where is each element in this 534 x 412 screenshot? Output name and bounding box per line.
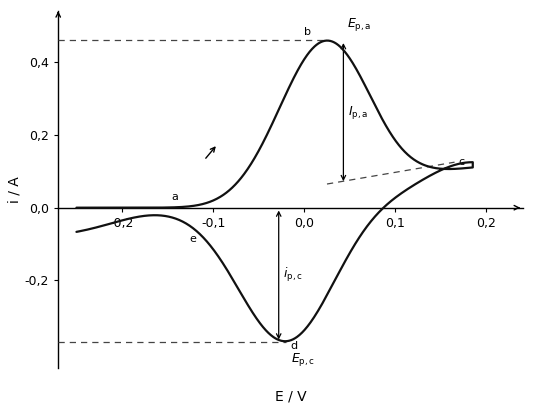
Text: e: e — [189, 234, 196, 243]
Y-axis label: i / A: i / A — [7, 176, 21, 203]
Text: $E_{\rm p,c}$: $E_{\rm p,c}$ — [290, 351, 315, 368]
Text: $I_{\rm p,a}$: $I_{\rm p,a}$ — [348, 104, 368, 121]
Text: c: c — [458, 157, 465, 167]
Text: b: b — [304, 27, 311, 37]
Text: a: a — [171, 192, 178, 202]
Text: $i_{\rm p,c}$: $i_{\rm p,c}$ — [283, 266, 303, 284]
Text: $E_{\rm p,a}$: $E_{\rm p,a}$ — [347, 16, 372, 33]
Text: d: d — [290, 341, 297, 351]
X-axis label: E / V: E / V — [274, 389, 307, 403]
